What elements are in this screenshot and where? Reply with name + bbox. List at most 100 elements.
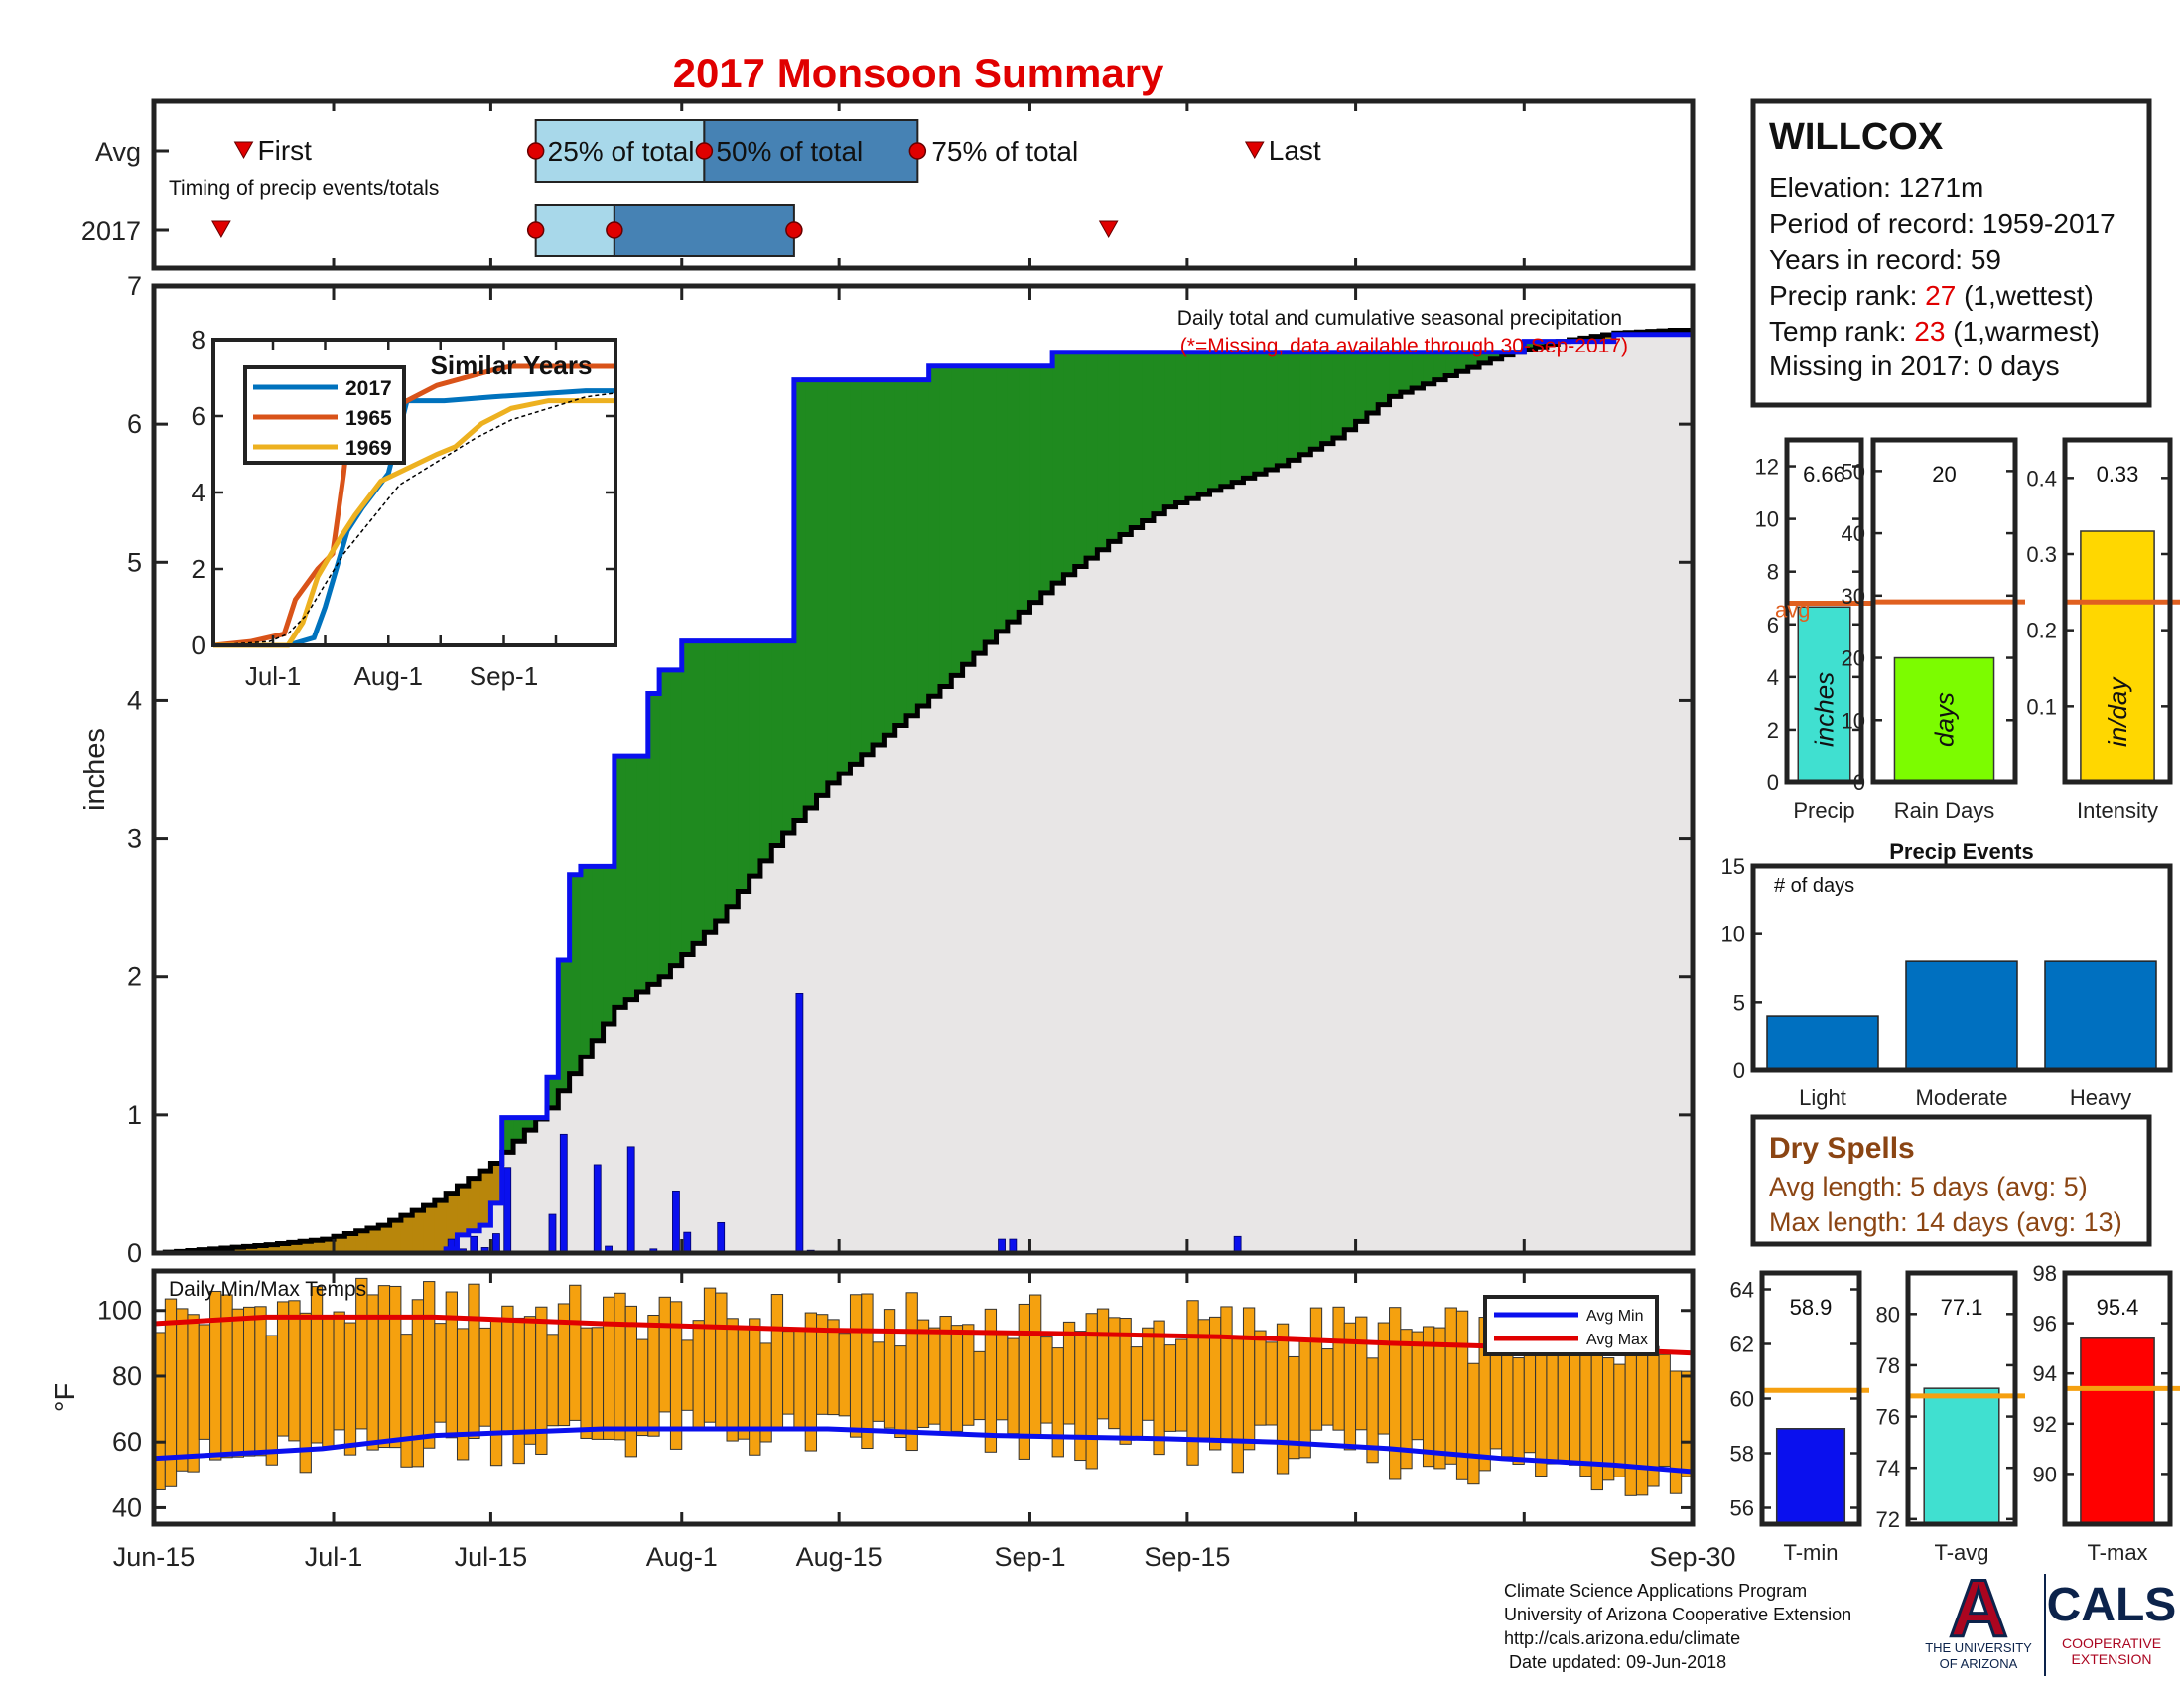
avg-area-segment (861, 754, 874, 1253)
daily-temp-bar (176, 1308, 189, 1472)
small-ytick-label: 72 (1876, 1507, 1900, 1532)
avg-area-segment (1142, 520, 1155, 1253)
daily-temp-bar (905, 1292, 918, 1452)
main-ytick-label: 7 (127, 271, 142, 301)
below-avg-segment (389, 1220, 402, 1253)
daily-temp-bar (849, 1294, 863, 1438)
footer-line1: Climate Science Applications Program (1504, 1581, 1807, 1601)
dry-spells-box: Dry Spells Avg length: 5 days (avg: 5) M… (1750, 1114, 2152, 1247)
timing-panel: Avg First Last 25% of total 50% of total 75% … (81, 98, 1696, 271)
avg-area-segment (1378, 404, 1391, 1254)
small-ytick-label: 10 (1842, 708, 1865, 733)
events-ytick-label: 15 (1721, 854, 1745, 879)
event-bar (1905, 960, 2018, 1071)
above-avg-segment (951, 365, 964, 676)
station-temp-rank: Temp rank: 23 (1,warmest) (1769, 316, 2100, 347)
dry-spells-avg: Avg length: 5 days (avg: 5) (1769, 1172, 2088, 1201)
small-frame (1870, 437, 2018, 785)
inset-series-avg (212, 392, 616, 646)
above-avg-segment (1321, 352, 1334, 444)
avg-area-segment (715, 921, 728, 1253)
event-bar (2044, 960, 2157, 1071)
daily-temp-bar (658, 1296, 671, 1413)
daily-temp-bar (1467, 1362, 1480, 1485)
below-avg-segment (243, 1246, 256, 1253)
above-avg-segment (1153, 352, 1165, 514)
above-avg-segment (996, 365, 1009, 632)
small-ytick-label: 12 (1755, 455, 1779, 480)
avg-area-segment (1681, 334, 1694, 1253)
temps-ytick-label: 60 (112, 1427, 142, 1457)
above-avg-segment (749, 640, 761, 877)
avg-area-segment (670, 965, 683, 1253)
above-avg-segment (906, 379, 918, 716)
events-ylabel: # of days (1774, 875, 1854, 897)
avg-area-segment (659, 976, 671, 1253)
avg-area-segment (850, 764, 863, 1253)
avg-area-segment (749, 876, 761, 1253)
cumulative-avg-line (154, 328, 1693, 1256)
avg-area-segment (1029, 602, 1042, 1253)
dry-spells-title: Dry Spells (1769, 1132, 1915, 1165)
small-unit-label: in/day (2103, 676, 2132, 747)
daily-temp-bar (681, 1339, 694, 1411)
small-ytick-label: 0.1 (2026, 694, 2057, 719)
x-date-label: Jul-1 (305, 1542, 363, 1572)
event-category-label: Moderate (1916, 1085, 2008, 1110)
below-avg-segment (457, 1186, 470, 1235)
footer-line3: http://cals.arizona.edu/climate (1504, 1628, 1740, 1648)
small-category-label: Rain Days (1894, 798, 1994, 823)
avg-area-segment (636, 992, 649, 1253)
events-ytick-label: 10 (1721, 922, 1745, 947)
logo-coop-line1: COOPERATIVE (2062, 1635, 2161, 1651)
small-ytick-label: 2 (1767, 718, 1779, 743)
main-chart-subtitle: (*=Missing, data available through 30-Se… (1180, 335, 1628, 357)
above-avg-segment (1097, 352, 1110, 550)
above-avg-segment (759, 640, 772, 861)
above-avg-segment (1433, 352, 1446, 380)
box-50-75 (703, 119, 919, 183)
small-category-label: Intensity (2077, 798, 2158, 823)
avg-area-segment (1400, 392, 1413, 1253)
above-avg-segment (917, 379, 930, 706)
avg-area-segment (1220, 486, 1233, 1253)
above-avg-segment (1400, 352, 1413, 393)
avg-area-segment (1153, 513, 1165, 1253)
first-last-marker (1098, 220, 1119, 239)
inset-ytick-label: 6 (192, 401, 205, 431)
temps-title: Daily Min/Max Temps (169, 1278, 366, 1301)
below-avg-segment (446, 1193, 458, 1249)
inset-xtick-label: Sep-1 (470, 661, 538, 691)
daily-temp-bar (838, 1333, 851, 1417)
avg-area-segment (1479, 362, 1491, 1253)
above-avg-segment (1366, 352, 1379, 414)
percentile-marker (695, 142, 714, 160)
above-avg-segment (1063, 352, 1076, 575)
daily-temp-bar (614, 1292, 626, 1441)
below-avg-segment (434, 1200, 447, 1253)
avg-area-segment (1579, 341, 1592, 1254)
figure-title: 2017 Monsoon Summary (673, 50, 1164, 96)
above-avg-segment (1175, 352, 1188, 503)
timing-row-label: 2017 (81, 216, 141, 246)
daily-temp-bar (1007, 1337, 1020, 1435)
main-ytick-label: 3 (127, 824, 142, 854)
inset-ytick-label: 8 (192, 325, 205, 354)
avg-area-segment (873, 744, 885, 1253)
above-avg-segment (771, 640, 784, 846)
small-ytick-label: 30 (1842, 584, 1865, 609)
below-avg-segment (479, 1171, 491, 1226)
avg-area-segment (727, 906, 739, 1253)
avg-area-segment (1512, 352, 1525, 1253)
above-avg-segment (928, 365, 941, 697)
timing-caption: Timing of precip events/totals (169, 177, 439, 200)
avg-area-segment (1490, 358, 1503, 1253)
above-avg-segment (1029, 365, 1042, 603)
avg-area-segment (1321, 443, 1334, 1253)
avg-area-segment (1186, 498, 1199, 1253)
station-years: Years in record: 59 (1769, 244, 2001, 275)
below-avg-segment (220, 1247, 233, 1253)
below-avg-segment (412, 1210, 425, 1253)
above-avg-segment (603, 866, 615, 1025)
timing-row-label: Avg (95, 137, 141, 167)
